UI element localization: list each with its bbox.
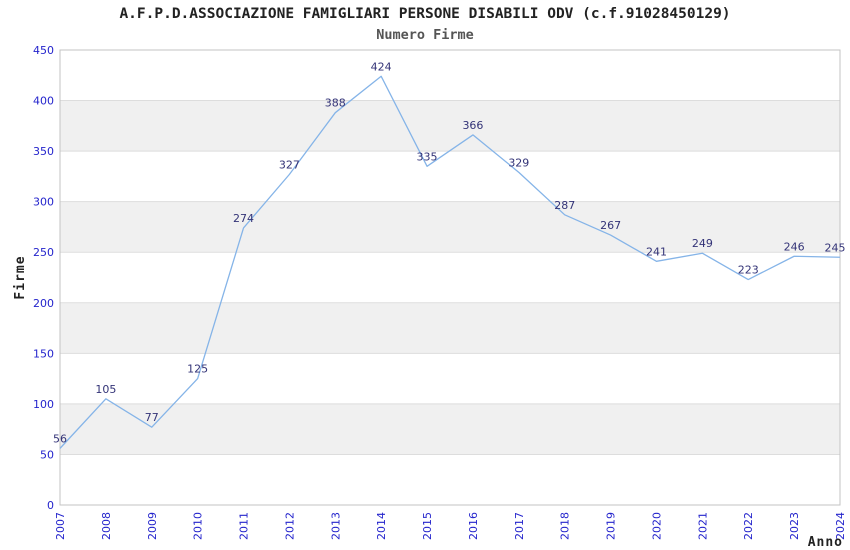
y-tick-label: 200: [33, 297, 54, 310]
value-label: 56: [53, 432, 67, 445]
value-label: 424: [371, 60, 392, 73]
value-label: 249: [692, 237, 713, 250]
value-label: 125: [187, 363, 208, 376]
x-tick-label: 2017: [513, 512, 526, 540]
x-tick-label: 2021: [696, 512, 709, 540]
y-tick-label: 400: [33, 95, 54, 108]
value-label: 105: [95, 383, 116, 396]
y-axis-label: Firme: [13, 255, 28, 299]
x-tick-label: 2008: [100, 512, 113, 540]
y-tick-label: 0: [47, 499, 54, 512]
x-tick-label: 2007: [54, 512, 67, 540]
x-axis-label: Anno: [808, 535, 843, 550]
value-label: 335: [417, 150, 438, 163]
grid-band: [60, 302, 840, 354]
x-tick-label: 2012: [283, 512, 296, 540]
x-tick-label: 2020: [650, 512, 663, 540]
x-tick-label: 2024: [834, 512, 847, 540]
chart-title: A.F.P.D.ASSOCIAZIONE FAMIGLIARI PERSONE …: [119, 6, 731, 22]
data-line: [59, 75, 841, 449]
value-label: 327: [279, 158, 300, 171]
grid-band: [60, 201, 840, 253]
x-tick-label: 2019: [605, 512, 618, 540]
x-tick-label: 2015: [421, 512, 434, 540]
value-label: 223: [738, 264, 759, 277]
value-label: 241: [646, 245, 667, 258]
y-tick-label: 350: [33, 145, 54, 158]
x-tick-label: 2023: [788, 512, 801, 540]
chart-subtitle: Numero Firme: [376, 27, 474, 43]
value-label: 246: [784, 240, 805, 253]
x-tick-label: 2022: [742, 512, 755, 540]
x-tick-label: 2018: [559, 512, 572, 540]
y-tick-label: 150: [33, 347, 54, 360]
y-tick-label: 450: [33, 44, 54, 57]
value-label: 245: [825, 241, 846, 254]
value-label: 77: [145, 411, 159, 424]
y-tick-label: 50: [40, 448, 54, 461]
grid-band: [60, 403, 840, 455]
x-tick-label: 2010: [192, 512, 205, 540]
x-tick-label: 2014: [375, 512, 388, 540]
y-tick-label: 100: [33, 398, 54, 411]
y-tick-label: 300: [33, 196, 54, 209]
grid-band: [60, 100, 840, 152]
value-label: 388: [325, 97, 346, 110]
x-tick-label: 2009: [146, 512, 159, 540]
x-tick-label: 2011: [238, 512, 251, 540]
value-label: 267: [600, 219, 621, 232]
value-label: 329: [508, 156, 529, 169]
value-label: 366: [462, 119, 483, 132]
y-tick-label: 250: [33, 246, 54, 259]
value-label: 287: [554, 199, 575, 212]
plot-border: [59, 49, 841, 506]
value-label: 274: [233, 212, 254, 225]
x-tick-label: 2016: [467, 512, 480, 540]
x-tick-label: 2013: [329, 512, 342, 540]
